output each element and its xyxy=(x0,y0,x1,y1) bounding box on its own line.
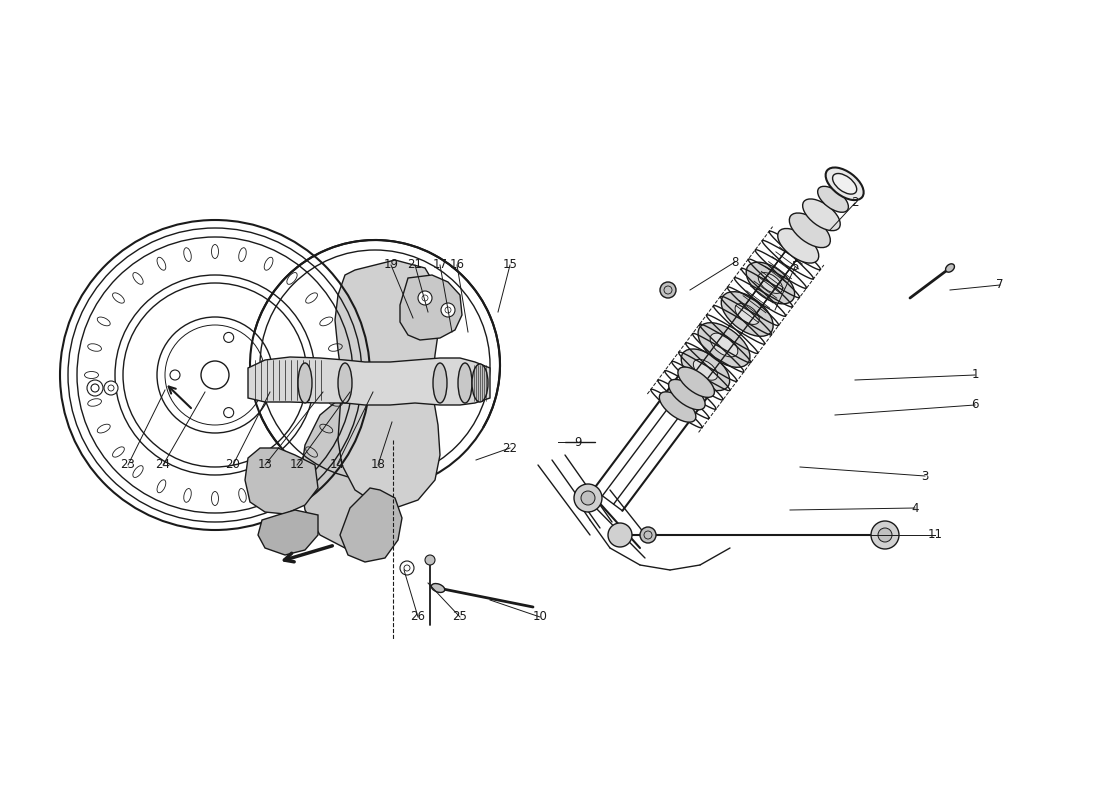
Text: 22: 22 xyxy=(503,442,517,454)
Circle shape xyxy=(871,521,899,549)
Ellipse shape xyxy=(298,363,312,403)
Circle shape xyxy=(878,528,892,542)
Text: 7: 7 xyxy=(997,278,1003,291)
Circle shape xyxy=(574,484,602,512)
Text: 4: 4 xyxy=(911,502,918,514)
Ellipse shape xyxy=(758,273,782,294)
Text: 26: 26 xyxy=(410,610,426,623)
Text: 20: 20 xyxy=(226,458,241,471)
Text: 2: 2 xyxy=(851,197,859,210)
Ellipse shape xyxy=(790,213,830,247)
Circle shape xyxy=(418,291,432,305)
Polygon shape xyxy=(245,448,318,514)
Text: 19: 19 xyxy=(384,258,398,271)
Polygon shape xyxy=(400,275,462,340)
Text: 6: 6 xyxy=(971,398,979,411)
Circle shape xyxy=(104,381,118,395)
Circle shape xyxy=(201,361,229,389)
Circle shape xyxy=(87,380,103,396)
Circle shape xyxy=(581,491,595,505)
Text: 23: 23 xyxy=(121,458,135,471)
Ellipse shape xyxy=(833,174,857,194)
Text: 1: 1 xyxy=(971,369,979,382)
Ellipse shape xyxy=(433,363,447,403)
Ellipse shape xyxy=(803,199,840,230)
Ellipse shape xyxy=(711,333,738,357)
Ellipse shape xyxy=(946,264,955,272)
Text: 3: 3 xyxy=(922,470,928,482)
Text: 21: 21 xyxy=(407,258,422,271)
Circle shape xyxy=(660,282,676,298)
Ellipse shape xyxy=(826,167,864,200)
Text: 8: 8 xyxy=(732,255,739,269)
Ellipse shape xyxy=(746,262,794,304)
Ellipse shape xyxy=(693,359,717,380)
Circle shape xyxy=(157,317,273,433)
Text: 24: 24 xyxy=(155,458,170,471)
Text: 12: 12 xyxy=(289,458,305,471)
Text: 25: 25 xyxy=(452,610,468,623)
Ellipse shape xyxy=(338,363,352,403)
Ellipse shape xyxy=(817,186,848,212)
Text: 5: 5 xyxy=(791,261,799,274)
Ellipse shape xyxy=(698,322,750,367)
Polygon shape xyxy=(336,260,440,507)
Ellipse shape xyxy=(659,392,696,422)
Polygon shape xyxy=(258,510,318,555)
Text: 9: 9 xyxy=(574,435,582,449)
Circle shape xyxy=(608,523,632,547)
Circle shape xyxy=(640,527,656,543)
Polygon shape xyxy=(300,390,395,548)
Circle shape xyxy=(250,240,500,490)
Text: 11: 11 xyxy=(927,529,943,542)
Circle shape xyxy=(425,555,435,565)
Ellipse shape xyxy=(778,229,818,263)
Ellipse shape xyxy=(458,363,472,403)
Ellipse shape xyxy=(431,583,444,593)
Text: 10: 10 xyxy=(532,610,548,623)
Polygon shape xyxy=(248,357,490,405)
Circle shape xyxy=(441,303,455,317)
Ellipse shape xyxy=(669,379,705,410)
Text: 15: 15 xyxy=(503,258,517,271)
Circle shape xyxy=(91,384,99,392)
Text: 17: 17 xyxy=(432,258,448,271)
Ellipse shape xyxy=(472,364,488,402)
Ellipse shape xyxy=(678,367,714,398)
Text: 13: 13 xyxy=(257,458,273,471)
Polygon shape xyxy=(340,488,402,562)
Ellipse shape xyxy=(722,292,773,336)
Text: 18: 18 xyxy=(371,458,385,471)
Ellipse shape xyxy=(681,349,729,390)
Text: 14: 14 xyxy=(330,458,344,471)
Ellipse shape xyxy=(735,303,759,325)
Text: 16: 16 xyxy=(450,258,464,271)
